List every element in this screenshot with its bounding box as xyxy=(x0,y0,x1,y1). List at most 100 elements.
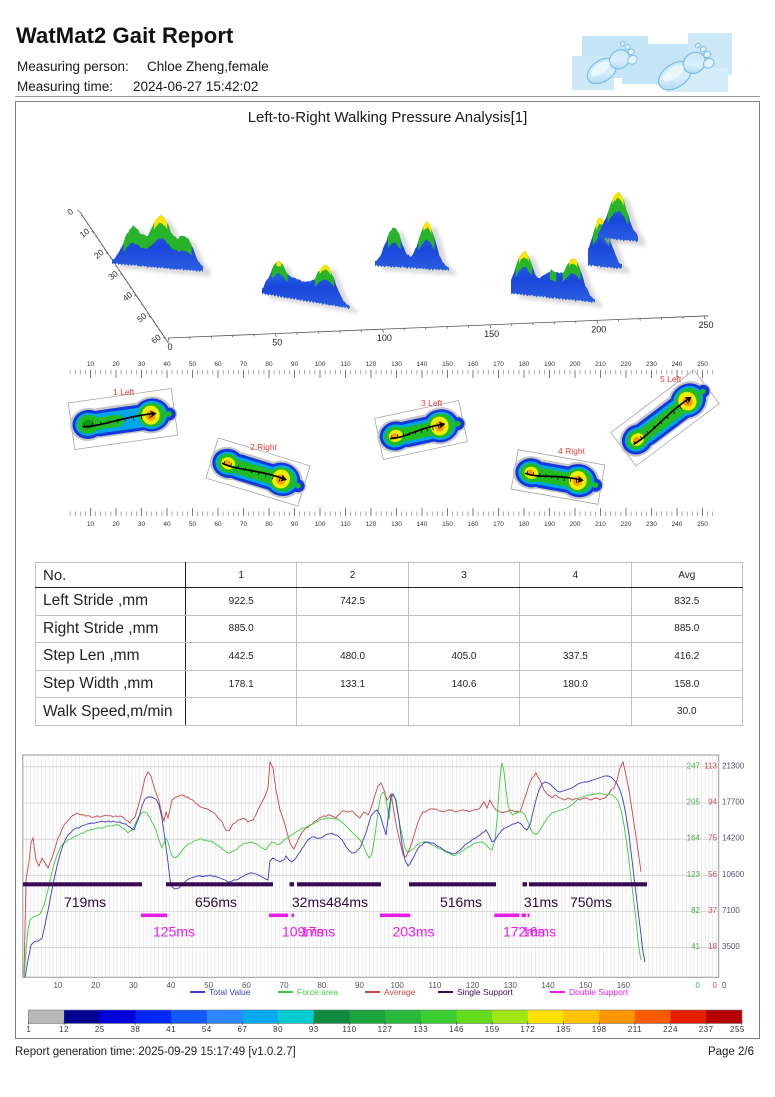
svg-text:30: 30 xyxy=(138,361,146,368)
svg-text:0: 0 xyxy=(65,206,75,217)
svg-text:100: 100 xyxy=(315,361,326,368)
svg-text:50: 50 xyxy=(272,338,282,348)
svg-text:90: 90 xyxy=(291,521,299,528)
svg-text:67: 67 xyxy=(237,1025,247,1034)
svg-text:10600: 10600 xyxy=(722,870,745,879)
svg-text:130: 130 xyxy=(504,981,518,990)
svg-text:185: 185 xyxy=(556,1025,571,1034)
svg-text:70: 70 xyxy=(240,521,248,528)
svg-text:7100: 7100 xyxy=(722,906,740,915)
svg-text:Average: Average xyxy=(384,987,416,997)
svg-text:120: 120 xyxy=(366,521,377,528)
svg-text:240: 240 xyxy=(672,521,683,528)
svg-text:516ms: 516ms xyxy=(440,894,482,910)
svg-text:125ms: 125ms xyxy=(153,924,195,940)
svg-text:14200: 14200 xyxy=(722,834,745,843)
svg-text:50: 50 xyxy=(189,361,197,368)
svg-text:100: 100 xyxy=(377,333,392,343)
svg-text:1: 1 xyxy=(26,1025,31,1034)
svg-text:40: 40 xyxy=(163,521,171,528)
svg-text:1 Left: 1 Left xyxy=(113,387,135,397)
svg-text:203ms: 203ms xyxy=(392,924,434,940)
svg-text:109ms: 109ms xyxy=(282,924,324,940)
svg-text:150: 150 xyxy=(442,521,453,528)
svg-text:17ms: 17ms xyxy=(301,924,335,940)
svg-text:130: 130 xyxy=(391,521,402,528)
svg-text:82: 82 xyxy=(691,906,700,915)
svg-text:40: 40 xyxy=(167,981,176,990)
svg-text:12: 12 xyxy=(59,1025,69,1034)
svg-text:4 Right: 4 Right xyxy=(558,446,586,456)
svg-text:20: 20 xyxy=(91,981,100,990)
svg-text:30: 30 xyxy=(129,981,138,990)
svg-text:230: 230 xyxy=(646,361,657,368)
svg-text:200: 200 xyxy=(570,361,581,368)
svg-text:93: 93 xyxy=(309,1025,319,1034)
svg-text:10: 10 xyxy=(87,521,95,528)
svg-text:100: 100 xyxy=(391,981,405,990)
svg-text:237: 237 xyxy=(699,1025,714,1034)
svg-text:211: 211 xyxy=(628,1025,642,1034)
svg-text:94: 94 xyxy=(708,798,717,807)
svg-text:70: 70 xyxy=(280,981,289,990)
svg-text:150: 150 xyxy=(579,981,593,990)
svg-text:150: 150 xyxy=(442,361,453,368)
svg-text:205: 205 xyxy=(687,798,701,807)
svg-text:220: 220 xyxy=(621,361,632,368)
svg-text:56: 56 xyxy=(708,870,717,879)
svg-text:0: 0 xyxy=(722,981,727,990)
svg-text:60: 60 xyxy=(214,361,222,368)
svg-text:110: 110 xyxy=(342,1025,356,1034)
svg-text:2 Right: 2 Right xyxy=(250,442,278,452)
svg-text:240: 240 xyxy=(672,361,683,368)
svg-text:0: 0 xyxy=(696,981,701,990)
svg-text:656ms: 656ms xyxy=(195,894,237,910)
svg-text:140: 140 xyxy=(541,981,555,990)
svg-text:90: 90 xyxy=(355,981,364,990)
svg-text:3 Left: 3 Left xyxy=(421,398,443,408)
svg-text:224: 224 xyxy=(663,1025,678,1034)
svg-text:127: 127 xyxy=(378,1025,393,1034)
svg-text:0: 0 xyxy=(713,981,718,990)
svg-text:210: 210 xyxy=(595,361,606,368)
svg-text:3500: 3500 xyxy=(722,942,740,951)
svg-text:159: 159 xyxy=(485,1025,500,1034)
svg-text:41: 41 xyxy=(691,942,700,951)
svg-text:31ms: 31ms xyxy=(524,894,558,910)
svg-text:123: 123 xyxy=(687,870,701,879)
svg-text:140: 140 xyxy=(417,521,428,528)
svg-text:172ms: 172ms xyxy=(503,924,545,940)
svg-text:Total Value: Total Value xyxy=(209,987,251,997)
svg-text:Single Support: Single Support xyxy=(457,987,513,997)
svg-text:5 Left: 5 Left xyxy=(660,374,682,384)
svg-text:250: 250 xyxy=(697,521,708,528)
svg-text:255: 255 xyxy=(730,1025,745,1034)
svg-text:250: 250 xyxy=(697,361,708,368)
svg-text:110: 110 xyxy=(340,361,351,368)
svg-text:220: 220 xyxy=(621,521,632,528)
svg-text:484ms: 484ms xyxy=(326,894,368,910)
svg-text:18: 18 xyxy=(708,942,717,951)
svg-text:180: 180 xyxy=(519,521,530,528)
svg-text:172: 172 xyxy=(520,1025,535,1034)
svg-text:50: 50 xyxy=(189,521,197,528)
svg-text:21300: 21300 xyxy=(722,761,745,770)
svg-text:113: 113 xyxy=(704,761,717,770)
svg-text:80: 80 xyxy=(317,981,326,990)
svg-text:41: 41 xyxy=(166,1025,176,1034)
svg-text:90: 90 xyxy=(291,361,299,368)
svg-text:160: 160 xyxy=(617,981,631,990)
svg-text:110: 110 xyxy=(340,521,351,528)
svg-text:146: 146 xyxy=(449,1025,464,1034)
svg-text:37: 37 xyxy=(708,906,717,915)
svg-text:210: 210 xyxy=(595,521,606,528)
svg-text:54: 54 xyxy=(202,1025,212,1034)
svg-text:190: 190 xyxy=(544,361,555,368)
svg-text:150: 150 xyxy=(484,329,499,339)
svg-text:38: 38 xyxy=(130,1025,140,1034)
svg-text:160: 160 xyxy=(468,361,479,368)
svg-text:100: 100 xyxy=(315,521,326,528)
svg-text:750ms: 750ms xyxy=(570,894,612,910)
svg-text:25: 25 xyxy=(95,1025,105,1034)
svg-text:250: 250 xyxy=(698,320,713,330)
